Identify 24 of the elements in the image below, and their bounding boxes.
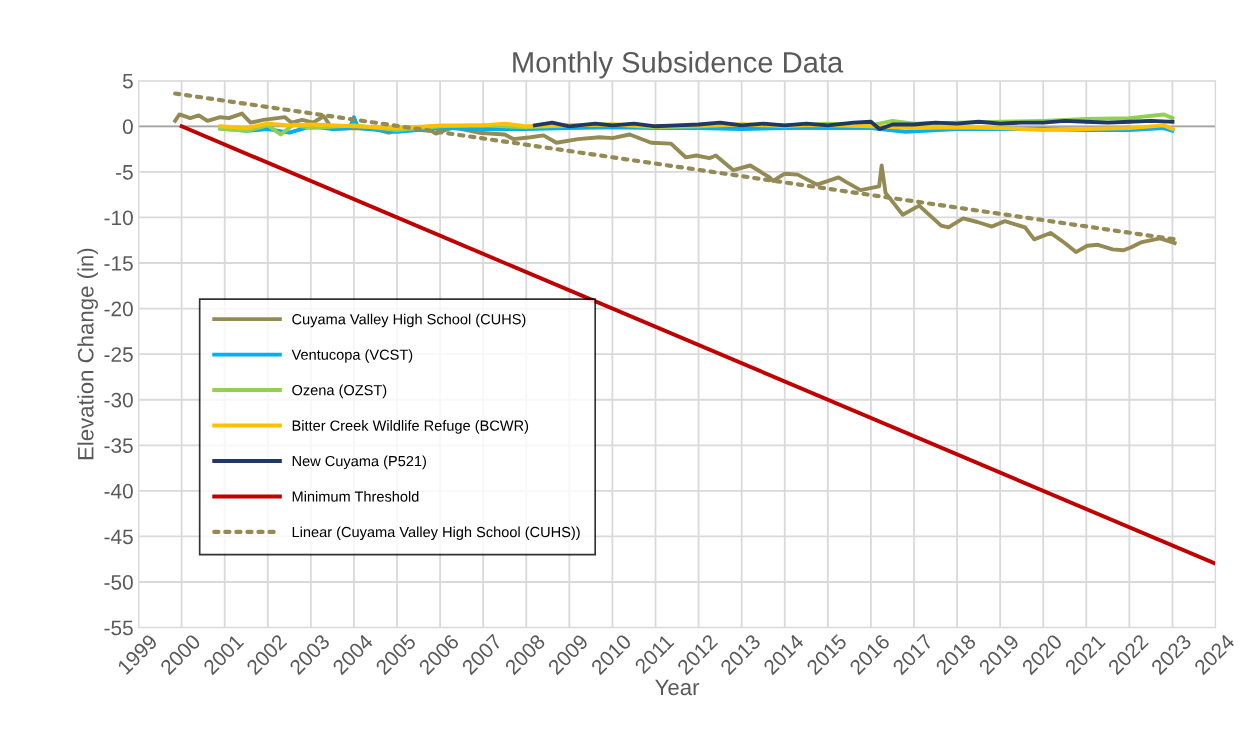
y-tick-label: -40 (104, 483, 133, 499)
y-tick-label: 0 (122, 119, 133, 135)
line-series (532, 118, 1175, 131)
y-tick-label: -55 (104, 620, 133, 636)
y-tick-label: -45 (104, 529, 133, 545)
legend-label: Ozena (OZST) (292, 384, 387, 399)
legend-label: Bitter Creek Wildlife Refuge (BCWR) (292, 420, 529, 434)
y-tick-label: 5 (122, 73, 133, 89)
legend-label: New Cuyama (P521) (292, 455, 426, 470)
legend-label: Minimum Threshold (292, 491, 419, 502)
x-axis-title: Year (655, 679, 700, 696)
legend-label: Cuyama Valley High School (CUHS) (292, 313, 526, 328)
y-tick-label: -5 (116, 165, 133, 180)
y-axis-title: Elevation Change (in) (77, 248, 98, 460)
legend-label: Ventucopa (VCST) (291, 349, 413, 363)
y-tick-label: -10 (104, 210, 133, 226)
y-tick-label: -15 (104, 256, 133, 271)
y-tick-label: -20 (104, 301, 133, 317)
y-tick-label: -25 (104, 347, 133, 362)
y-tick-label: -50 (104, 575, 133, 590)
chart-title: Monthly Subsidence Data (513, 51, 844, 79)
legend-label: Linear (Cuyama Valley High School (CUHS)) (292, 526, 580, 541)
y-tick-label: -30 (104, 392, 133, 408)
y-tick-label: -35 (104, 438, 133, 454)
